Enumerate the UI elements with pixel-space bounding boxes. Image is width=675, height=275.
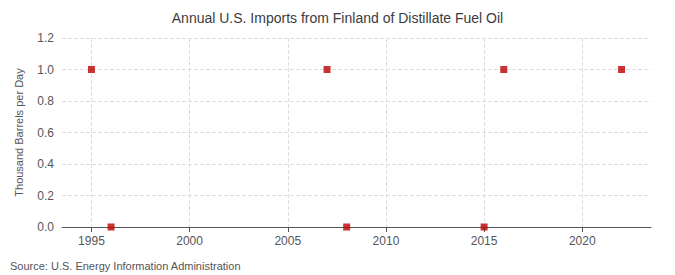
svg-text:Source: U.S. Energy Informatio: Source: U.S. Energy Information Administ… <box>10 260 241 272</box>
svg-text:2020: 2020 <box>569 234 596 248</box>
svg-text:0.4: 0.4 <box>37 157 54 171</box>
svg-text:0.2: 0.2 <box>37 189 54 203</box>
svg-text:2010: 2010 <box>373 234 400 248</box>
svg-text:2005: 2005 <box>274 234 301 248</box>
svg-text:1995: 1995 <box>78 234 105 248</box>
svg-text:0.0: 0.0 <box>37 220 54 234</box>
svg-text:Thousand Barrels per Day: Thousand Barrels per Day <box>13 68 25 197</box>
svg-text:0.6: 0.6 <box>37 126 54 140</box>
svg-text:2000: 2000 <box>176 234 203 248</box>
svg-text:Annual U.S. Imports from Finla: Annual U.S. Imports from Finland of Dist… <box>172 10 503 26</box>
svg-text:1.2: 1.2 <box>37 31 54 45</box>
svg-text:0.8: 0.8 <box>37 94 54 108</box>
svg-text:2015: 2015 <box>471 234 498 248</box>
svg-text:1.0: 1.0 <box>37 63 54 77</box>
